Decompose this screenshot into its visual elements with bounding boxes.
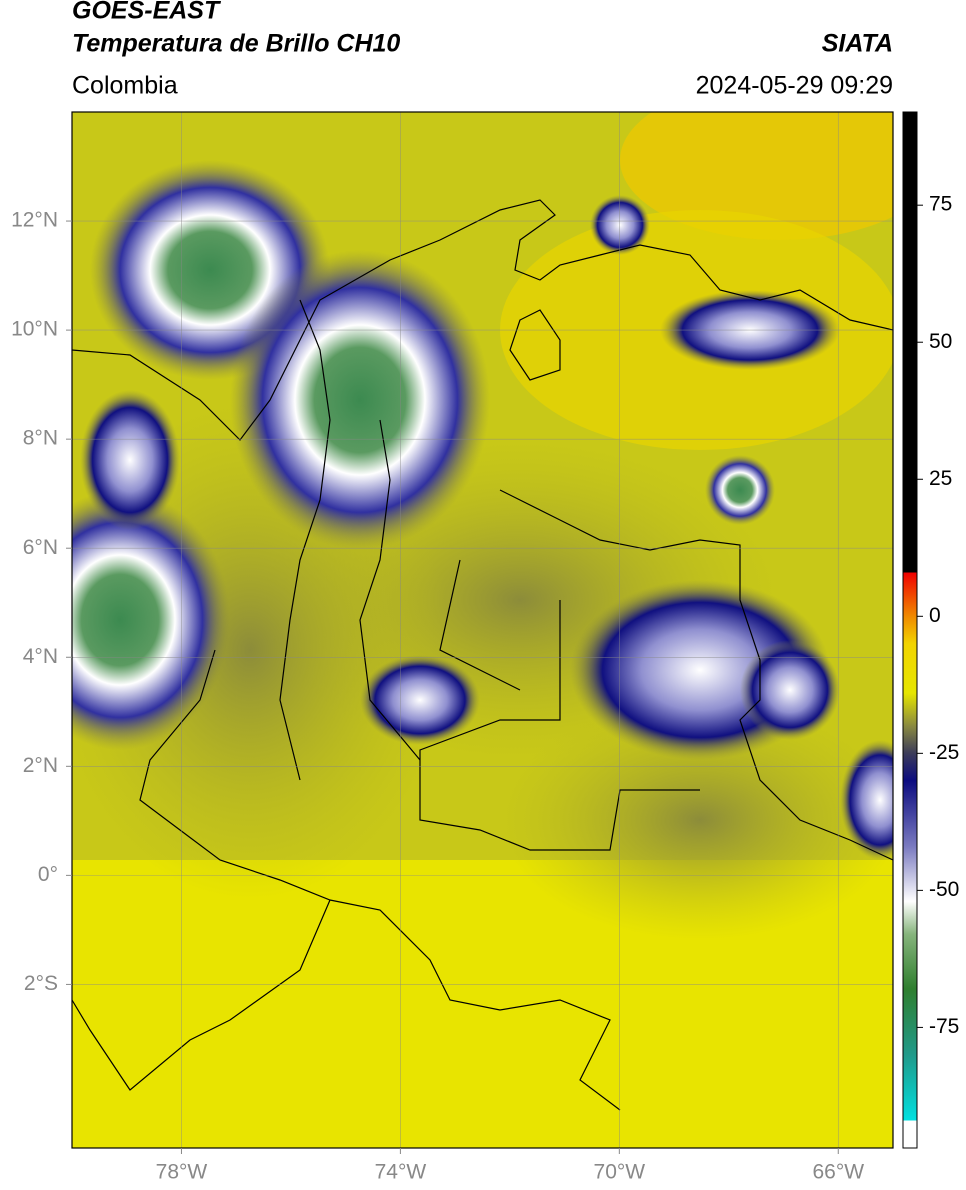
colorbar-tick-label: 75 [929, 193, 952, 216]
colorbar-tick-label: 25 [929, 467, 952, 490]
x-tick-label: 66°W [812, 1161, 864, 1184]
colorbar-tick-label: -50 [929, 878, 959, 901]
colorbar-tick-label: 50 [929, 330, 952, 353]
y-tick-label: 4°N [23, 645, 58, 668]
x-tick-label: 70°W [594, 1161, 646, 1184]
x-tick-label: 78°W [156, 1161, 208, 1184]
y-tick-label: 10°N [11, 318, 58, 341]
datetime: 2024-05-29 09:29 [696, 72, 893, 100]
source: SIATA [822, 30, 893, 58]
map-frame [71, 111, 894, 1149]
region: Colombia [72, 72, 178, 100]
y-tick-label: 2°N [23, 754, 58, 777]
graticule [72, 112, 893, 1148]
colorbar-tick-label: -75 [929, 1015, 959, 1038]
colorbar [902, 111, 918, 1149]
x-tick-label: 74°W [375, 1161, 427, 1184]
satellite-image [72, 112, 893, 1148]
colorbar-tick-label: -25 [929, 741, 959, 764]
product: Temperatura de Brillo CH10 [72, 30, 400, 58]
y-tick-label: 6°N [23, 536, 58, 559]
y-tick-label: 2°S [24, 972, 58, 995]
satellite: GOES-EAST [72, 0, 222, 25]
y-tick-label: 8°N [23, 427, 58, 450]
y-tick-label: 0° [38, 863, 58, 886]
y-tick-label: 12°N [11, 209, 58, 232]
colorbar-tick-label: 0 [929, 604, 941, 627]
